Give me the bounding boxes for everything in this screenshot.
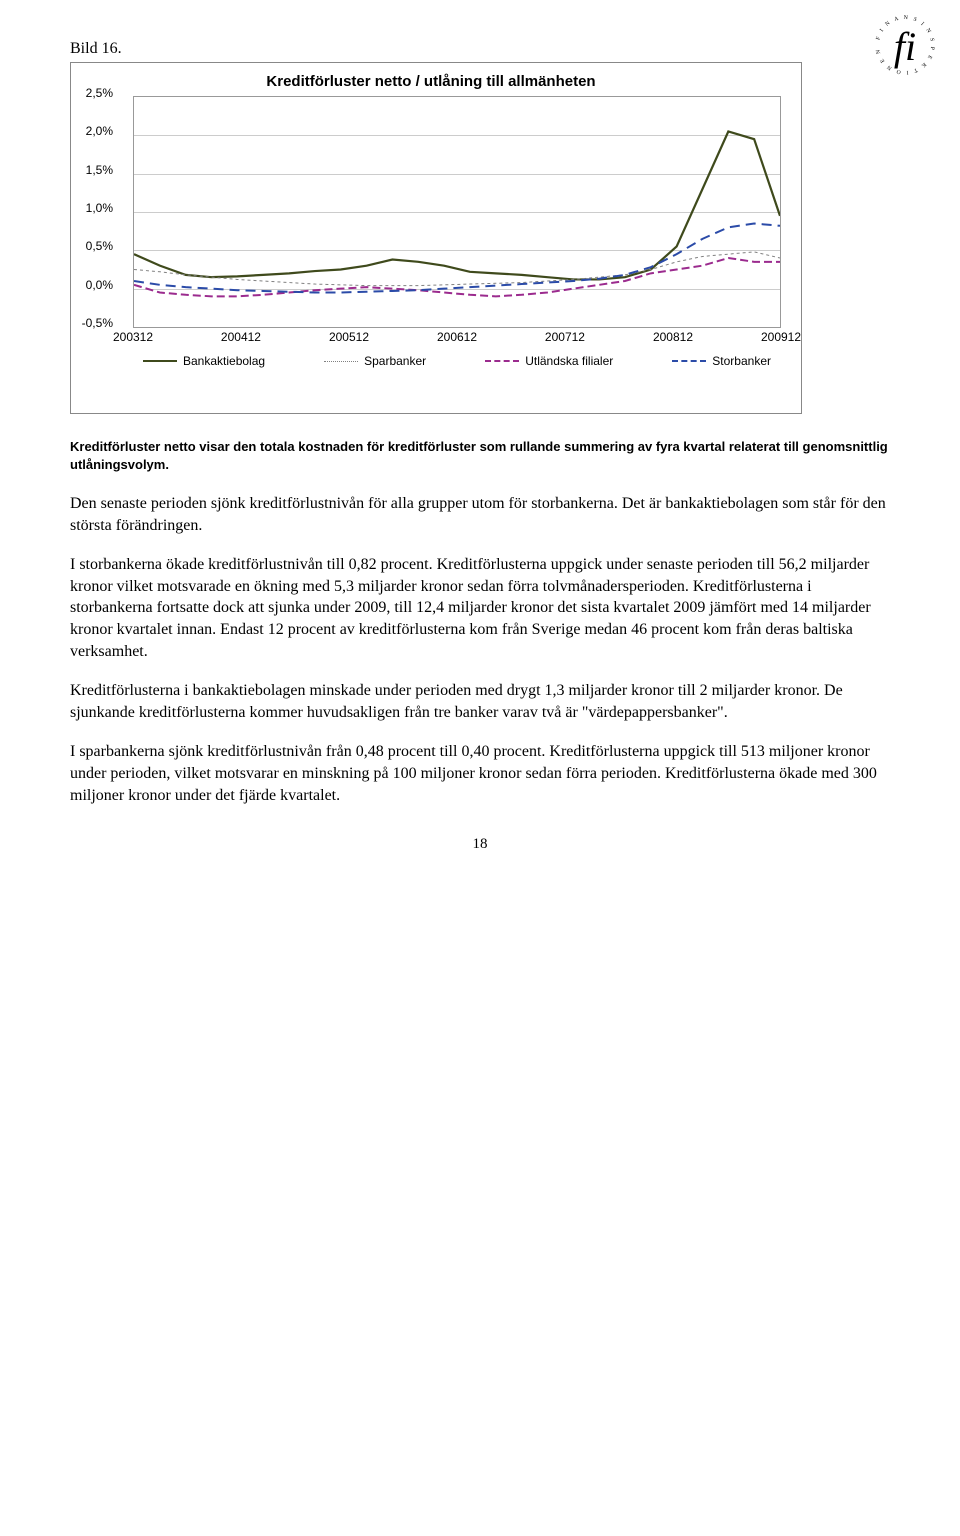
- y-tick: 0,5%: [86, 239, 113, 253]
- y-tick: 0,0%: [86, 278, 113, 292]
- legend-label: Utländska filialer: [525, 354, 613, 368]
- chart-lines: [134, 97, 780, 327]
- regulator-logo: F I N A N S I N S P E K T I O N E N fi: [870, 10, 940, 80]
- chart-title: Kreditförluster netto / utlåning till al…: [81, 73, 781, 90]
- x-tick: 200512: [329, 330, 369, 344]
- legend-label: Bankaktiebolag: [183, 354, 265, 368]
- x-tick: 200412: [221, 330, 261, 344]
- chart-caption: Kreditförluster netto visar den totala k…: [70, 438, 890, 473]
- legend-item-spar: Sparbanker: [324, 354, 426, 368]
- legend-label: Storbanker: [712, 354, 771, 368]
- figure-label: Bild 16.: [70, 40, 890, 58]
- x-tick: 200312: [113, 330, 153, 344]
- x-tick: 200612: [437, 330, 477, 344]
- paragraph: Den senaste perioden sjönk kreditförlust…: [70, 493, 890, 536]
- paragraph: Kreditförlusterna i bankaktiebolagen min…: [70, 680, 890, 723]
- paragraph: I storbankerna ökade kreditförlustnivån …: [70, 554, 890, 662]
- x-tick: 200812: [653, 330, 693, 344]
- legend-item-bank: Bankaktiebolag: [143, 354, 265, 368]
- y-tick: 2,0%: [86, 124, 113, 138]
- legend-label: Sparbanker: [364, 354, 426, 368]
- plot-area: [133, 96, 781, 328]
- y-tick: 2,5%: [86, 86, 113, 100]
- chart-legend: Bankaktiebolag Sparbanker Utländska fili…: [133, 354, 781, 368]
- x-tick: 200912: [761, 330, 801, 344]
- svg-text:fi: fi: [894, 24, 916, 69]
- legend-item-stor: Storbanker: [672, 354, 771, 368]
- page-number: 18: [70, 836, 890, 853]
- y-tick: 1,5%: [86, 163, 113, 177]
- y-tick: -0,5%: [82, 316, 113, 330]
- x-axis-labels: 200312 200412 200512 200612 200712 20081…: [133, 330, 781, 346]
- chart-container: Kreditförluster netto / utlåning till al…: [70, 62, 802, 414]
- x-tick: 200712: [545, 330, 585, 344]
- paragraph: I sparbankerna sjönk kreditförlustnivån …: [70, 741, 890, 806]
- legend-item-utl: Utländska filialer: [485, 354, 613, 368]
- y-axis-labels: 2,5% 2,0% 1,5% 1,0% 0,5% 0,0% -0,5%: [71, 93, 119, 323]
- y-tick: 1,0%: [86, 201, 113, 215]
